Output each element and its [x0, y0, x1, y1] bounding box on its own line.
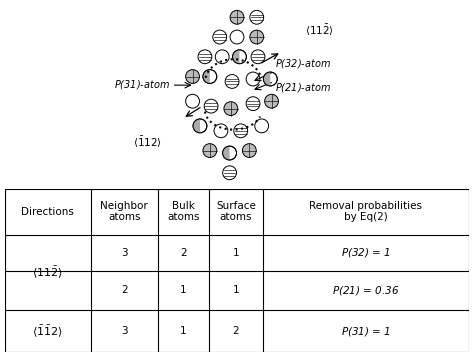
Text: 1: 1: [180, 285, 187, 295]
Circle shape: [230, 30, 244, 44]
Text: 2: 2: [121, 285, 128, 295]
Wedge shape: [233, 50, 239, 64]
Text: Neighbor
atoms: Neighbor atoms: [100, 201, 148, 222]
Text: 1: 1: [233, 285, 239, 295]
Circle shape: [264, 94, 278, 108]
Circle shape: [250, 10, 264, 24]
Circle shape: [186, 94, 200, 108]
Text: Removal probabilities
by Eq(2): Removal probabilities by Eq(2): [310, 201, 422, 222]
Text: 3: 3: [121, 247, 128, 257]
Circle shape: [255, 119, 269, 133]
Circle shape: [233, 50, 246, 64]
Text: $P$(32) = 1: $P$(32) = 1: [341, 246, 391, 259]
Text: 3: 3: [121, 326, 128, 336]
Circle shape: [246, 72, 260, 86]
Text: $\langle\bar{1}12\rangle$: $\langle\bar{1}12\rangle$: [133, 135, 162, 150]
Text: $\langle 11\bar{2}\rangle$: $\langle 11\bar{2}\rangle$: [305, 23, 334, 38]
Text: $P$(31)-atom: $P$(31)-atom: [114, 78, 170, 91]
Circle shape: [250, 30, 264, 44]
Text: $P$(21)-atom: $P$(21)-atom: [275, 82, 331, 94]
Circle shape: [246, 97, 260, 111]
Circle shape: [225, 74, 239, 88]
Wedge shape: [203, 70, 210, 83]
Wedge shape: [223, 146, 229, 160]
Text: Bulk
atoms: Bulk atoms: [167, 201, 200, 222]
Text: 1: 1: [180, 326, 187, 336]
Circle shape: [203, 144, 217, 157]
Circle shape: [215, 50, 229, 64]
Circle shape: [264, 72, 277, 86]
Circle shape: [203, 70, 217, 83]
Text: 2: 2: [233, 326, 239, 336]
Wedge shape: [193, 119, 200, 133]
Circle shape: [224, 102, 238, 115]
Circle shape: [204, 99, 218, 113]
Circle shape: [193, 119, 207, 133]
Text: $P$(32)-atom: $P$(32)-atom: [275, 57, 331, 70]
Circle shape: [242, 144, 256, 157]
Text: $\langle\bar{1}\bar{1}2\rangle$: $\langle\bar{1}\bar{1}2\rangle$: [32, 323, 63, 339]
Text: 1: 1: [233, 247, 239, 257]
Circle shape: [223, 166, 237, 180]
Text: 2: 2: [180, 247, 187, 257]
Text: Surface
atoms: Surface atoms: [216, 201, 256, 222]
Circle shape: [213, 30, 227, 44]
Circle shape: [234, 124, 247, 138]
Circle shape: [214, 124, 228, 138]
Circle shape: [223, 146, 237, 160]
Text: $\langle 11\bar{2}\rangle$: $\langle 11\bar{2}\rangle$: [32, 264, 63, 280]
Text: $P$(21) = 0.36: $P$(21) = 0.36: [332, 284, 400, 297]
Circle shape: [198, 50, 212, 64]
Circle shape: [186, 70, 200, 83]
Text: Directions: Directions: [21, 206, 74, 216]
Text: $P$(31) = 1: $P$(31) = 1: [341, 325, 391, 337]
Circle shape: [251, 50, 265, 64]
Circle shape: [230, 10, 244, 24]
Wedge shape: [264, 72, 270, 86]
